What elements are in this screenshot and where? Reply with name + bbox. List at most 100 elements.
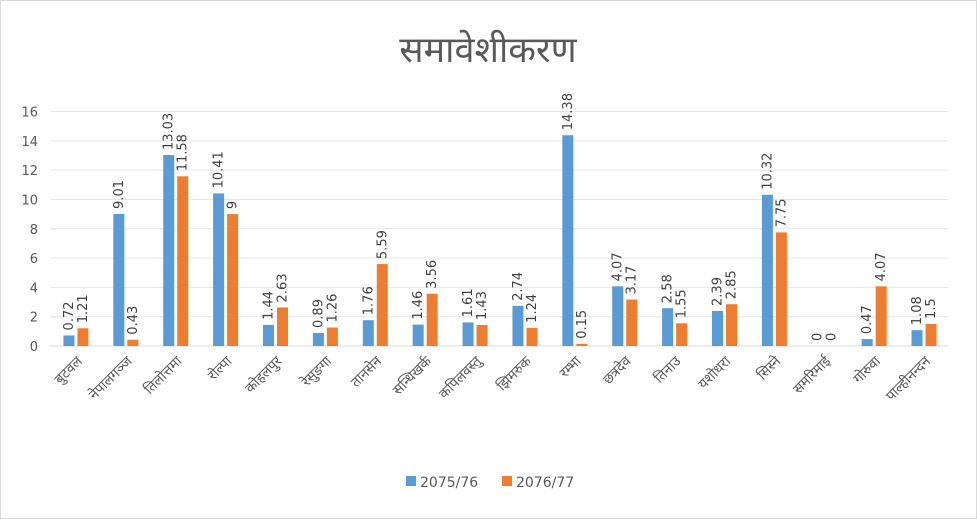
bar <box>263 324 274 346</box>
bar <box>362 320 374 346</box>
data-label: 10.32 <box>760 153 775 190</box>
data-label: 9 <box>226 201 241 209</box>
data-label: 0.89 <box>311 299 326 328</box>
bar <box>775 232 787 346</box>
bar <box>925 324 937 346</box>
data-label: 1.26 <box>325 294 340 323</box>
data-label: 9.01 <box>112 180 127 209</box>
data-label: 1.44 <box>262 291 277 320</box>
bar <box>662 308 674 346</box>
x-tick-label: झिमरुक <box>493 353 535 395</box>
bar <box>476 325 488 346</box>
data-label: 13.03 <box>162 113 177 150</box>
legend-swatch <box>406 476 416 486</box>
data-label: 4.07 <box>874 252 889 281</box>
x-tick-label: सन्धिखर्क <box>389 353 435 399</box>
bar <box>312 332 324 346</box>
data-label: 3.17 <box>625 266 640 295</box>
data-label: 7.75 <box>774 198 789 227</box>
bar <box>612 286 624 346</box>
x-tick-label: समरिमाई <box>790 352 835 397</box>
data-label: 2.58 <box>661 274 676 303</box>
x-tick-label: यशोधरा <box>695 353 735 393</box>
y-tick-label: 14 <box>21 135 38 150</box>
data-label: 2.39 <box>711 277 726 306</box>
bar <box>462 322 474 346</box>
legend-label: 2075/76 <box>420 475 478 491</box>
bar <box>113 213 125 346</box>
y-tick-label: 8 <box>30 223 38 238</box>
x-tick-label: पाल्हीनन्दन <box>882 353 934 405</box>
data-label: 1.61 <box>461 288 476 317</box>
x-axis: बुटवल नेपालगञ्ज तिलोत्तमा रोल्पा कोहलपुर रेसु… <box>52 352 934 404</box>
data-label: 0.47 <box>860 305 875 334</box>
legend: 2075/76 2076/77 <box>406 475 574 491</box>
y-axis: 0 2 4 6 8 10 12 14 16 <box>21 106 38 356</box>
legend-swatch <box>502 476 512 486</box>
data-label: 1.46 <box>411 291 426 320</box>
x-tick-label: कोहलपुर <box>241 353 285 397</box>
data-label: 1.5 <box>924 298 939 319</box>
x-tick-label: रम्भा <box>557 353 585 381</box>
data-label: 11.58 <box>176 134 191 171</box>
data-label: 0.15 <box>575 310 590 339</box>
x-tick-label: बुटवल <box>52 353 87 388</box>
bar <box>63 335 75 346</box>
y-tick-label: 6 <box>30 252 38 267</box>
bar <box>726 304 737 346</box>
legend-label: 2076/77 <box>516 475 574 491</box>
data-label: 1.55 <box>675 289 690 318</box>
data-label: 10.41 <box>212 151 227 188</box>
data-label: 14.38 <box>561 93 576 130</box>
bar <box>676 323 688 346</box>
data-label: 5.59 <box>375 230 390 259</box>
bar <box>163 155 175 346</box>
bar <box>376 264 388 346</box>
bar <box>562 135 574 346</box>
data-label: 0 <box>824 333 839 341</box>
data-label: 2.85 <box>725 270 740 299</box>
data-label: 1.24 <box>525 294 540 323</box>
y-tick-label: 10 <box>21 193 38 208</box>
bar <box>77 328 89 346</box>
data-label: 1.76 <box>361 286 376 315</box>
data-label: 4.07 <box>611 252 626 281</box>
bar <box>512 305 524 346</box>
y-tick-label: 16 <box>21 106 38 121</box>
x-tick-label: तिनाउ <box>651 353 685 387</box>
x-tick-label: रोल्पा <box>204 353 235 384</box>
bars <box>63 135 937 346</box>
y-tick-label: 2 <box>30 311 38 326</box>
bar <box>412 324 424 346</box>
x-tick-label: तानसेन <box>347 353 385 391</box>
bar <box>861 339 873 346</box>
chart-title: समावेशीकरण <box>399 29 577 71</box>
x-tick-label: छत्रदेव <box>599 353 634 388</box>
data-label: 2.74 <box>511 272 526 301</box>
y-tick-label: 12 <box>21 164 38 179</box>
bar <box>426 293 438 346</box>
bar <box>626 299 638 346</box>
bar <box>911 330 923 346</box>
bar <box>277 307 288 346</box>
data-label: 1.43 <box>475 291 490 320</box>
data-label: 3.56 <box>425 260 440 289</box>
data-label: 2.63 <box>276 274 291 303</box>
data-label: 1.08 <box>910 296 925 325</box>
bar <box>761 194 773 346</box>
gridlines <box>50 111 948 347</box>
data-label: 0.72 <box>62 301 77 330</box>
x-tick-label: तिलोत्तमा <box>141 353 186 398</box>
bar <box>712 310 723 346</box>
bar <box>213 193 225 346</box>
data-label: 0 <box>810 333 825 341</box>
bar <box>326 327 338 346</box>
y-tick-label: 0 <box>30 340 38 355</box>
x-tick-label: सिस्ने <box>754 353 785 384</box>
bar <box>526 327 538 346</box>
y-tick-label: 4 <box>30 281 38 296</box>
data-label: 1.21 <box>76 294 91 323</box>
bar <box>875 286 887 346</box>
